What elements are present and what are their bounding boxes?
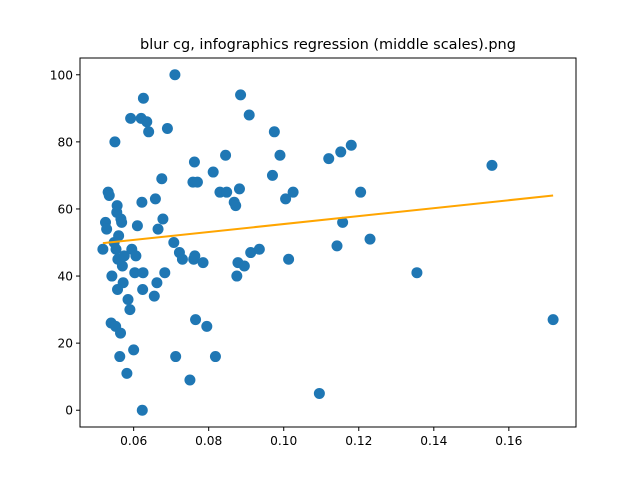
scatter-point-48 (168, 237, 180, 248)
scatter-point-20 (116, 260, 128, 272)
scatter-point-69 (231, 270, 243, 282)
axes-frame (79, 57, 577, 428)
scatter-point-23 (121, 367, 133, 379)
scatter-point-41 (149, 193, 161, 205)
scatter-point-17 (115, 327, 127, 339)
scatter-point-66 (221, 186, 233, 198)
scatter-point-25 (124, 304, 136, 316)
scatter-point-15 (113, 230, 125, 242)
scatter-point-56 (188, 156, 200, 168)
x-axis: 0.06 0.08 0.10 0.12 0.14 0.16 (120, 427, 522, 448)
scatter-point-63 (209, 351, 221, 363)
scatter-point-34 (136, 404, 148, 416)
scatter-point-61 (201, 320, 213, 332)
scatter-point-36 (137, 267, 149, 279)
scatter-point-42 (151, 277, 163, 289)
x-tick-label-3: 0.12 (345, 434, 372, 448)
scatter-point-12 (111, 200, 123, 212)
scatter-point-71 (233, 183, 245, 195)
scatter-point-16 (114, 351, 126, 363)
scatter-point-87 (337, 216, 349, 228)
scatter-point-82 (287, 186, 299, 198)
scatter-point-43 (152, 223, 164, 235)
scatter-point-88 (345, 139, 357, 151)
y-tick-label-1: 20 (57, 337, 73, 351)
scatter-point-35 (137, 283, 149, 295)
scatter-point-59 (191, 176, 203, 188)
scatter-point-84 (323, 153, 335, 165)
scatter-point-6 (106, 270, 118, 282)
scatter-point-28 (128, 344, 140, 356)
scatter-point-30 (130, 250, 142, 262)
scatter-point-0 (97, 243, 109, 255)
scatter-point-93 (547, 314, 559, 326)
scatter-point-92 (486, 159, 498, 171)
scatter-point-47 (161, 122, 173, 134)
scatter-point-68 (230, 200, 242, 212)
scatter-point-79 (274, 149, 286, 161)
scatter-point-73 (238, 260, 250, 272)
scatter-point-2 (101, 223, 113, 235)
scatter-point-90 (364, 233, 376, 245)
regression-line (102, 194, 554, 245)
scatter-point-37 (137, 92, 149, 104)
x-tick-label-5: 0.16 (495, 434, 522, 448)
x-tick-label-1: 0.08 (195, 434, 222, 448)
scatter-point-77 (266, 169, 278, 181)
scatter-point-19 (116, 216, 128, 228)
scatter-point-80 (280, 193, 292, 205)
y-tick-label-0: 0 (65, 404, 73, 418)
scatter-point-45 (157, 213, 169, 225)
scatter-point-58 (190, 314, 202, 326)
scatter-point-8 (109, 136, 121, 148)
scatter-point-29 (129, 267, 141, 279)
scatter-point-60 (197, 257, 209, 269)
scatter-point-74 (243, 109, 255, 121)
scatter-point-89 (355, 186, 367, 198)
scatter-point-21 (117, 277, 129, 289)
y-tick-label-3: 60 (57, 202, 73, 216)
scatter-point-49 (169, 69, 181, 81)
scatter-point-44 (156, 173, 168, 185)
scatter-point-50 (170, 351, 182, 363)
scatter-point-33 (136, 196, 148, 208)
scatter-point-57 (189, 250, 201, 262)
scatter-point-78 (268, 126, 280, 138)
scatter-point-53 (184, 374, 196, 386)
x-tick-label-4: 0.14 (420, 434, 447, 448)
scatter-point-26 (125, 112, 137, 124)
y-tick-label-2: 40 (57, 270, 73, 284)
scatter-point-81 (283, 253, 295, 265)
scatter-point-65 (220, 149, 232, 161)
x-tick-label-2: 0.10 (270, 434, 297, 448)
scatter-point-52 (176, 253, 188, 265)
x-tick-label-0: 0.06 (120, 434, 147, 448)
scatter-point-24 (122, 294, 134, 306)
scatter-point-31 (131, 220, 143, 232)
scatter-point-4 (103, 190, 115, 202)
scatter-point-39 (143, 126, 155, 138)
plot-area (97, 69, 559, 416)
scatter-point-75 (245, 247, 257, 259)
scatter-point-22 (118, 250, 130, 262)
scatter-point-62 (207, 166, 219, 178)
scatter-point-86 (335, 146, 347, 158)
scatter-point-38 (141, 116, 153, 128)
scatter-point-72 (235, 89, 247, 101)
scatter-point-91 (411, 267, 423, 279)
y-axis: 0 20 40 60 80 100 (50, 68, 80, 418)
scatter-point-10 (110, 243, 122, 255)
y-tick-label-4: 80 (57, 135, 73, 149)
scatter-point-83 (313, 387, 325, 399)
scatter-point-40 (148, 290, 160, 302)
y-tick-label-5: 100 (50, 68, 73, 82)
scatter-point-76 (253, 243, 265, 255)
scatter-point-46 (159, 267, 171, 279)
scatter-point-85 (331, 240, 343, 252)
chart-title: blur cg, infographics regression (middle… (140, 37, 516, 53)
